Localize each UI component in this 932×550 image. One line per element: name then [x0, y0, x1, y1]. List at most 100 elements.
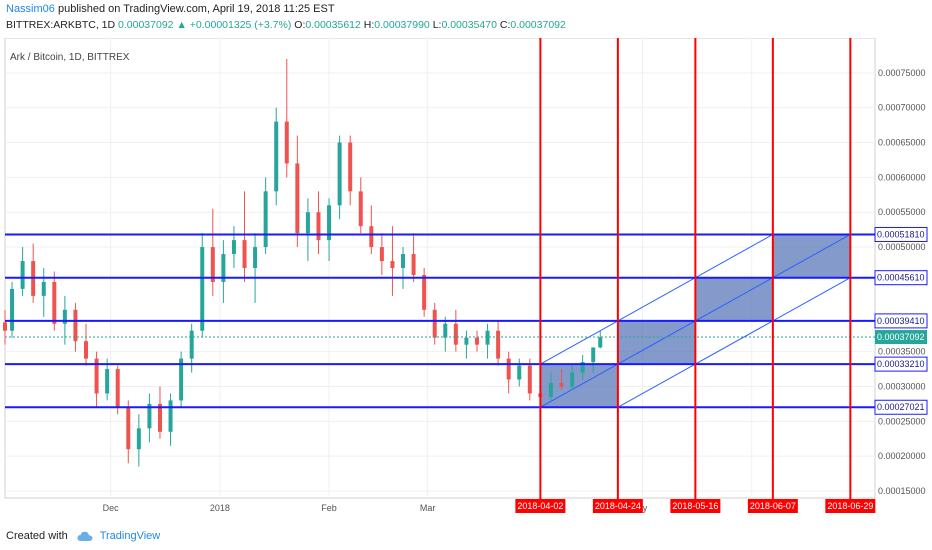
x-tick-label: 2018	[210, 503, 230, 513]
channel-line-lower	[617, 277, 851, 408]
level-price-label: 0.00033210	[877, 359, 925, 369]
y-tick-label: 0.00025000	[878, 416, 926, 426]
price-chart[interactable]: 0.00075000 0.00070000 0.00065000 0.00060000…	[0, 38, 932, 520]
candle-body	[263, 191, 268, 248]
y-tick-label: 0.00075000	[878, 68, 926, 78]
close-value: 0.00037092	[510, 19, 566, 31]
candle-body	[295, 163, 300, 234]
candle-body	[305, 212, 310, 234]
y-tick-label: 0.00020000	[878, 451, 926, 461]
date-tag	[670, 499, 721, 513]
candle-body	[464, 337, 469, 345]
date-tag-label: 2018-06-29	[827, 501, 873, 511]
date-tag	[747, 499, 798, 513]
date-tag	[825, 499, 876, 513]
y-tick-label: 0.00050000	[878, 242, 926, 252]
candle-body	[41, 281, 46, 296]
level-price-label: 0.00051810	[877, 229, 925, 239]
date-tag-label: 2018-04-02	[517, 501, 563, 511]
candle-body	[115, 369, 120, 408]
y-tick-label: 0.00060000	[878, 172, 926, 182]
candle-body	[422, 274, 427, 310]
candle-body	[62, 309, 67, 324]
footer: Created with TradingView	[6, 527, 160, 545]
candle-body	[274, 121, 279, 192]
date-tag-label: 2018-04-24	[595, 501, 641, 511]
y-tick-label: 0.00015000	[878, 486, 926, 496]
candle-body	[168, 400, 173, 432]
candle-body	[20, 261, 25, 289]
tradingview-brand[interactable]: TradingView	[99, 530, 161, 542]
candle-body	[253, 247, 258, 268]
symbol-line: BITTREX:ARKBTC, 1D 0.00037092 ▲ +0.00001…	[6, 17, 926, 33]
candle-body	[337, 142, 342, 206]
candle-body	[327, 205, 332, 241]
candle-body	[52, 281, 57, 324]
level-price-tag	[874, 356, 928, 372]
candle-body	[474, 337, 479, 345]
level-price-tag	[874, 226, 928, 242]
candle-body	[94, 358, 99, 394]
candle-body	[496, 330, 501, 359]
candle-body	[453, 323, 458, 345]
candle-body	[591, 347, 596, 363]
tradingview-cloud-icon	[77, 531, 93, 541]
level-price-tag	[874, 270, 928, 286]
close-label: C:	[499, 19, 511, 31]
low-value: 0.00035470	[441, 19, 497, 31]
candle-body	[411, 254, 416, 275]
candle-body	[598, 337, 603, 348]
level-price-label: 0.00039410	[877, 316, 925, 326]
candle-body	[506, 358, 511, 380]
candle-body	[559, 383, 564, 387]
date-tag-label: 2018-05-16	[672, 501, 718, 511]
candle-body	[369, 226, 374, 248]
candle-body	[432, 309, 437, 338]
x-tick-label: Mar	[420, 503, 436, 513]
channel-line-upper	[540, 234, 774, 365]
y-tick-label: 0.00035000	[878, 347, 926, 357]
date-tag	[592, 499, 643, 513]
price-change: +0.00001325 (+3.7%)	[189, 19, 292, 31]
created-with-label: Created with	[6, 530, 68, 542]
candle-body	[126, 407, 131, 450]
candle-body	[147, 403, 152, 429]
x-tick-label: Dec	[103, 503, 120, 513]
candle-body	[105, 369, 110, 394]
chart-title: Ark / Bitcoin, 1D, BITTREX	[10, 52, 130, 63]
candle-body	[485, 330, 490, 345]
symbol-label: BITTREX:ARKBTC, 1D	[6, 19, 116, 31]
y-tick-label: 0.00030000	[878, 381, 926, 391]
up-arrow-icon: ▲	[176, 19, 187, 31]
candle-body	[517, 365, 522, 380]
last-price: 0.00037092	[118, 19, 174, 31]
level-price-label: 0.00027021	[877, 402, 925, 412]
high-label: H:	[363, 19, 375, 31]
candle-body	[231, 240, 236, 255]
candle-body	[570, 372, 575, 387]
level-price-label: 0.00045610	[877, 273, 925, 283]
candle-body	[358, 191, 363, 227]
candle-body	[379, 247, 384, 262]
candle-body	[580, 362, 585, 373]
last-price-label: 0.00037092	[877, 332, 925, 342]
candle-body	[73, 309, 78, 342]
candle-body	[3, 322, 7, 331]
candle-body	[189, 330, 194, 359]
plot-area	[4, 38, 876, 499]
level-price-tag	[874, 313, 928, 329]
candle-body	[221, 254, 226, 282]
date-tag-label: 2018-06-07	[750, 501, 796, 511]
y-tick-label: 0.00055000	[878, 207, 926, 217]
x-tick-label: Feb	[321, 503, 337, 513]
low-label: L:	[432, 19, 442, 31]
publish-line: Nassim06 published on TradingView.com, A…	[6, 2, 926, 17]
y-tick-label: 0.00065000	[878, 138, 926, 148]
candle-body	[316, 212, 321, 241]
level-price-tag	[874, 399, 928, 415]
candle-body	[157, 403, 162, 432]
open-value: 0.00035612	[305, 19, 361, 31]
candle-body	[242, 240, 247, 268]
author-link[interactable]: Nassim06	[6, 3, 55, 15]
candle-body	[443, 323, 448, 338]
